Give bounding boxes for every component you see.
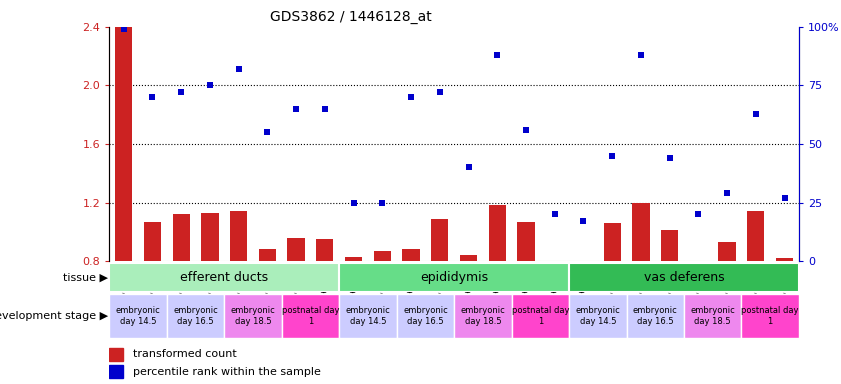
Text: embryonic
day 18.5: embryonic day 18.5 <box>461 306 505 326</box>
Text: vas deferens: vas deferens <box>643 271 724 284</box>
Title: GDS3862 / 1446128_at: GDS3862 / 1446128_at <box>270 10 431 25</box>
Point <box>433 89 447 96</box>
Bar <box>225 294 282 338</box>
Text: postnatal day
1: postnatal day 1 <box>742 306 799 326</box>
Point <box>691 211 705 217</box>
Bar <box>230 211 247 261</box>
Bar <box>339 294 397 338</box>
Point <box>634 52 648 58</box>
Text: efferent ducts: efferent ducts <box>180 271 268 284</box>
Point <box>145 94 159 100</box>
Bar <box>454 294 511 338</box>
Bar <box>282 294 339 338</box>
Point <box>577 218 590 224</box>
Text: postnatal day
1: postnatal day 1 <box>511 306 569 326</box>
Text: embryonic
day 14.5: embryonic day 14.5 <box>346 306 390 326</box>
Bar <box>109 348 123 361</box>
Point <box>174 89 188 96</box>
Point <box>462 164 475 170</box>
Point <box>318 106 331 112</box>
Point <box>548 211 562 217</box>
Bar <box>397 294 454 338</box>
Bar <box>345 257 362 261</box>
Bar <box>684 294 742 338</box>
Bar <box>431 218 448 261</box>
Bar <box>316 239 333 261</box>
Bar <box>747 211 764 261</box>
Bar <box>489 205 505 261</box>
Text: embryonic
day 14.5: embryonic day 14.5 <box>116 306 161 326</box>
Point <box>117 26 130 32</box>
Bar <box>690 261 707 265</box>
Text: transformed count: transformed count <box>134 349 237 359</box>
Point <box>749 111 763 117</box>
Bar <box>109 365 123 378</box>
Bar <box>167 294 225 338</box>
Bar <box>517 222 535 261</box>
Point <box>289 106 303 112</box>
Point <box>778 195 791 201</box>
Bar <box>201 213 219 261</box>
Bar <box>511 294 569 338</box>
Text: embryonic
day 16.5: embryonic day 16.5 <box>403 306 447 326</box>
Point <box>519 127 532 133</box>
Point <box>663 155 676 161</box>
Text: embryonic
day 16.5: embryonic day 16.5 <box>633 306 678 326</box>
Bar <box>661 230 678 261</box>
Bar <box>144 222 161 261</box>
Bar <box>569 263 799 292</box>
Bar <box>742 294 799 338</box>
Point <box>490 52 504 58</box>
Bar <box>776 258 793 261</box>
Text: embryonic
day 16.5: embryonic day 16.5 <box>173 306 218 326</box>
Bar <box>574 261 592 268</box>
Bar <box>259 250 276 261</box>
Bar <box>402 250 420 261</box>
Point <box>232 66 246 72</box>
Bar <box>172 214 190 261</box>
Text: development stage ▶: development stage ▶ <box>0 311 108 321</box>
Bar <box>627 294 684 338</box>
Bar <box>109 263 339 292</box>
Text: postnatal day
1: postnatal day 1 <box>282 306 339 326</box>
Text: epididymis: epididymis <box>420 271 489 284</box>
Point <box>376 200 389 206</box>
Text: embryonic
day 14.5: embryonic day 14.5 <box>575 306 620 326</box>
Bar <box>632 203 649 261</box>
Text: percentile rank within the sample: percentile rank within the sample <box>134 366 321 377</box>
Point <box>346 200 360 206</box>
Text: tissue ▶: tissue ▶ <box>63 272 108 283</box>
Point <box>405 94 418 100</box>
Point <box>261 129 274 136</box>
Point <box>204 83 217 89</box>
Bar <box>546 261 563 264</box>
Text: embryonic
day 18.5: embryonic day 18.5 <box>690 306 735 326</box>
Bar <box>373 251 391 261</box>
Point <box>606 153 619 159</box>
Bar <box>569 294 627 338</box>
Bar <box>109 294 167 338</box>
Bar <box>339 263 569 292</box>
Bar <box>604 223 621 261</box>
Point <box>721 190 734 196</box>
Bar <box>288 238 304 261</box>
Text: embryonic
day 18.5: embryonic day 18.5 <box>230 306 275 326</box>
Bar <box>718 242 736 261</box>
Bar <box>115 27 132 261</box>
Bar <box>460 255 477 261</box>
